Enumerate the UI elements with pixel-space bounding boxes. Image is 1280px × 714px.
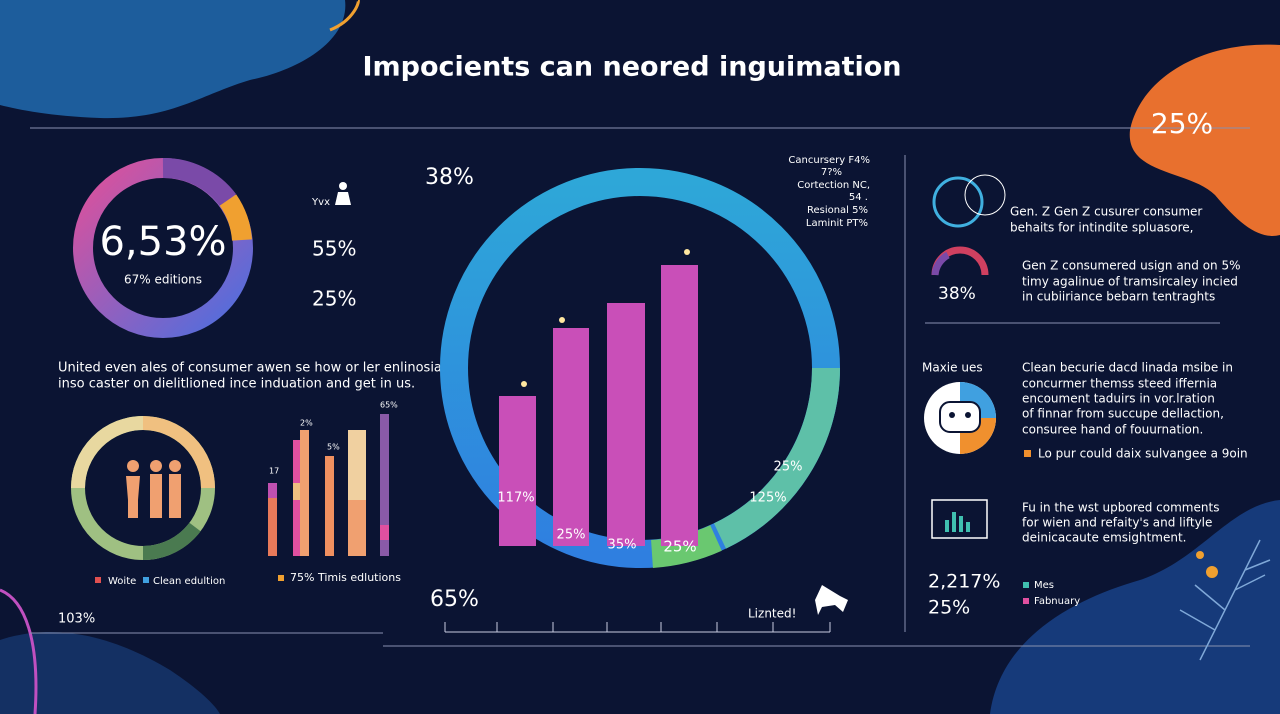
legend-swatch [278, 575, 284, 581]
dog-icon [815, 585, 848, 615]
screen-bars [945, 512, 970, 532]
bar-label: 17 [269, 467, 279, 476]
bar-label: 5% [327, 443, 340, 452]
blob [1129, 44, 1280, 236]
legend-line: Resional 5% [807, 205, 868, 216]
blob [0, 0, 346, 119]
footer-stat: 103% [58, 612, 95, 627]
robot-eye [949, 412, 955, 418]
note: Liznted! [748, 607, 796, 621]
headline: 38% [425, 165, 474, 190]
bar-label: 35% [608, 538, 637, 553]
bar-label: 117% [497, 491, 534, 506]
bar-label: 25% [663, 538, 696, 556]
bar-label: 25% [557, 528, 586, 543]
legend-label: Clean edultion [153, 576, 225, 587]
legend-line: Cancursery F4% [788, 155, 870, 166]
robot-eye [965, 412, 971, 418]
text-line: Fu in the wst upbored comments [1022, 501, 1219, 515]
bullet-text: Lo pur could daix sulvangee a 9oin [1038, 447, 1248, 461]
icon [964, 174, 1006, 216]
bar-label: 2% [300, 419, 313, 428]
stat: 55% [312, 237, 356, 261]
donut-segment [142, 416, 215, 489]
legend-line: Cortection NC, [797, 180, 870, 191]
leaf-decoration [1179, 539, 1271, 661]
legend-line: 54 . [849, 192, 868, 203]
blob [990, 500, 1280, 714]
screen-icon [931, 499, 988, 539]
legend-swatch [143, 577, 149, 583]
legend-label: Mes [1034, 580, 1054, 591]
title: Impocients can neored inguimation [362, 52, 901, 83]
dot [1196, 551, 1204, 559]
footer-stat: 65% [430, 587, 479, 612]
donut-segment [162, 157, 236, 207]
icon-label: Yvx [311, 197, 330, 208]
text-line: Gen. Z Gen Z cusurer consumer [1010, 205, 1202, 219]
people-icon [126, 460, 181, 518]
text-line: concurmer themss steed iffernia [1022, 377, 1217, 391]
axis [444, 622, 831, 633]
donut-value: 6,53% [99, 219, 226, 265]
text-line: Clean becurie dacd linada msibe in [1022, 361, 1233, 375]
gauge-segment [931, 251, 950, 276]
bars [499, 265, 698, 546]
donut-segment [219, 194, 252, 242]
text-line: deinicacaute emsightment. [1022, 531, 1186, 545]
legend-swatch [1023, 598, 1029, 604]
blob [329, 0, 360, 32]
text-line: in cubiiriance bebarn tentraghts [1022, 290, 1215, 304]
donut-segment [71, 416, 144, 489]
legend-label: Woite [108, 576, 136, 587]
bar-label: 65% [380, 401, 398, 410]
ring-segment [650, 525, 722, 568]
ring-label: 25% [774, 460, 803, 475]
donut-caption: 67% editions [124, 273, 202, 287]
text-line: timy agalinue of tramsircaley incied [1022, 275, 1238, 289]
ring-segment [713, 367, 840, 549]
donut-segment [142, 522, 201, 560]
person-icon [339, 182, 347, 190]
stat: 25% [312, 287, 356, 311]
robot-label: Maxie ues [922, 361, 983, 375]
stat: 2,217% [928, 571, 1000, 593]
badge: 25% [1151, 107, 1213, 140]
bullet [1024, 450, 1031, 457]
stat: 25% [928, 597, 970, 619]
legend-swatch [1023, 582, 1029, 588]
ring-label: 125% [749, 491, 786, 506]
blob [0, 631, 220, 714]
mini-bars [268, 414, 389, 556]
text-line: for wien and refaity's and liftyle [1022, 516, 1212, 530]
robot-face [939, 401, 981, 433]
intro-line: United even ales of consumer awen se how… [58, 361, 462, 376]
person-icon [335, 192, 351, 205]
legend-label: 75% Timis edlutions [290, 571, 401, 584]
sparkle [521, 249, 690, 387]
legend-swatch [95, 577, 101, 583]
gauge-value: 38% [938, 284, 976, 304]
text-line: encoument taduirs in vor.lration [1022, 392, 1215, 406]
dot [1206, 566, 1218, 578]
text-line: consuree hand of fouurnation. [1022, 423, 1203, 437]
legend-line: Laminit PT% [806, 218, 868, 229]
intro-line: inso caster on dielitlioned ince induati… [58, 377, 415, 392]
legend-label: Fabnuary [1034, 596, 1080, 607]
text-line: of finnar from succupe dellaction, [1022, 407, 1224, 421]
text-line: Gen Z consumered usign and on 5% [1022, 259, 1241, 273]
text-line: behaits for intindite spluasore, [1010, 221, 1193, 235]
blob [0, 588, 38, 714]
legend-line: 7?% [821, 167, 842, 178]
icon [932, 176, 984, 228]
